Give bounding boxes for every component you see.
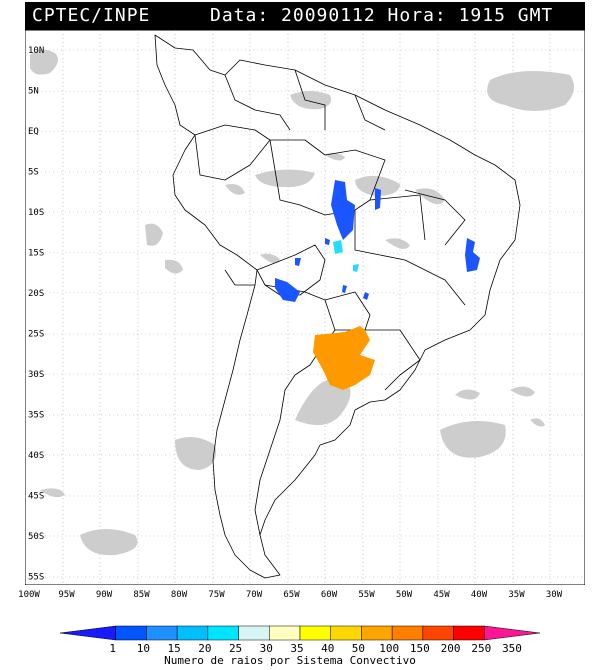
- lat-label: 25S: [28, 330, 44, 340]
- lightning-map: 10N 5N EQ 5S 10S 15S 20S 25S 30S 35S 40S 45S 50S 55S: [25, 30, 585, 585]
- lon-label: 65W: [283, 590, 300, 600]
- lat-label: 35S: [28, 411, 44, 421]
- colorbar-title: Numero de raios por Sistema Convectivo: [164, 654, 416, 667]
- colorbar-swatch: [238, 625, 270, 641]
- lat-label: 30S: [28, 370, 44, 380]
- colorbar-tick-label: 10: [137, 642, 150, 655]
- storm-blue-6: [342, 285, 347, 293]
- colorbar-swatch: [391, 625, 424, 641]
- longitude-axis: 100W 95W 90W 85W 80W 75W 70W 65W 60W 55W 50W 45W 40W…: [18, 590, 563, 600]
- lat-label: 50S: [28, 532, 44, 542]
- storm-blue-4: [275, 278, 300, 302]
- title-bar: CPTEC/INPE Data: 20090112 Hora: 1915 GMT: [25, 2, 585, 30]
- colorbar-swatch: [422, 625, 454, 641]
- storm-orange: [313, 326, 375, 390]
- lon-label: 95W: [58, 590, 75, 600]
- lat-label: 20S: [28, 289, 44, 299]
- storm-blue-3: [465, 238, 480, 272]
- colorbar-swatch: [361, 625, 393, 641]
- lat-label: EQ: [28, 127, 39, 137]
- colorbar-tick-label: 250: [471, 642, 491, 655]
- datetime-label: Data: 20090112 Hora: 1915 GMT: [210, 5, 554, 26]
- colorbar-tick-label: 100: [379, 642, 399, 655]
- storm-blue-7: [363, 292, 369, 300]
- colorbar-tick-label: 150: [410, 642, 430, 655]
- lon-label: 100W: [18, 590, 40, 600]
- colorbar-tick-label: 200: [441, 642, 461, 655]
- storm-blue-2: [375, 188, 381, 210]
- colorbar-tick-label: 350: [502, 642, 522, 655]
- lon-label: 35W: [508, 590, 525, 600]
- storm-blue-8: [325, 238, 330, 245]
- storm-cyan-2: [353, 264, 359, 272]
- colorbar: 1 10 15 20 25 30 35 40 50 100 150 200 250 350 Numero …: [59, 625, 541, 667]
- lat-label: 15S: [28, 249, 44, 259]
- colorbar-tick-label: 20: [198, 642, 211, 655]
- colorbar-swatch: [115, 625, 147, 641]
- coastlines-borders: [154, 34, 521, 579]
- lon-label: 70W: [246, 590, 263, 600]
- lon-label: 60W: [321, 590, 338, 600]
- latitude-labels: 10N 5N EQ 5S 10S 15S 20S 25S 30S 35S 40S 45S 50S 55S: [28, 46, 44, 583]
- storm-blue-1: [331, 180, 355, 240]
- lon-label: 45W: [433, 590, 450, 600]
- lon-label: 80W: [171, 590, 188, 600]
- colorbar-swatch: [146, 625, 178, 641]
- lon-label: 40W: [471, 590, 488, 600]
- lat-label: 10N: [28, 46, 44, 56]
- colorbar-tick-label: 15: [168, 642, 181, 655]
- lon-label: 50W: [396, 590, 413, 600]
- lat-label: 5S: [28, 168, 39, 178]
- lon-label: 90W: [96, 590, 113, 600]
- colorbar-swatch: [269, 625, 301, 641]
- colorbar-tick-label: 30: [260, 642, 273, 655]
- storm-cyan-1: [333, 240, 343, 254]
- cloud-cover: [30, 49, 574, 556]
- colorbar-swatch: [207, 625, 239, 641]
- lat-label: 10S: [28, 208, 44, 218]
- colorbar-swatch: [59, 625, 116, 641]
- storm-blue-5: [295, 258, 301, 266]
- lon-label: 75W: [208, 590, 225, 600]
- lat-label: 5N: [28, 87, 39, 97]
- colorbar-swatch: [299, 625, 331, 641]
- map-frame: [25, 30, 585, 585]
- colorbar-swatch: [453, 625, 485, 641]
- lat-label: 40S: [28, 451, 44, 461]
- lat-label: 55S: [28, 573, 44, 583]
- lon-label: 30W: [546, 590, 563, 600]
- colorbar-swatch: [484, 625, 541, 641]
- lon-label: 55W: [358, 590, 375, 600]
- lon-label: 85W: [133, 590, 150, 600]
- colorbar-tick-label: 1: [109, 642, 116, 655]
- lat-label: 45S: [28, 492, 44, 502]
- source-label: CPTEC/INPE: [32, 5, 151, 26]
- colorbar-tick-label: 40: [321, 642, 334, 655]
- colorbar-swatch: [330, 625, 362, 641]
- colorbar-tick-label: 35: [290, 642, 303, 655]
- colorbar-swatch: [176, 625, 209, 641]
- convective-systems: [275, 180, 480, 390]
- colorbar-tick-label: 50: [352, 642, 365, 655]
- colorbar-tick-label: 25: [229, 642, 242, 655]
